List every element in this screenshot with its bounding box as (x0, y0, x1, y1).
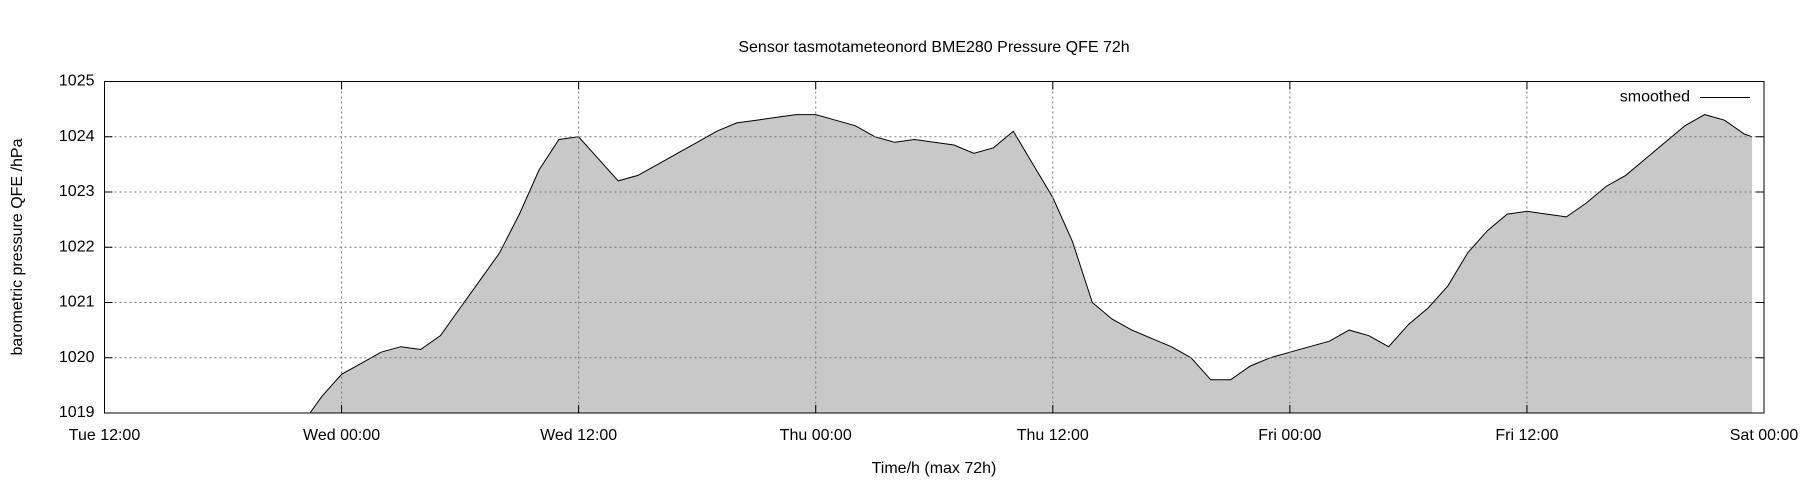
y-axis-label: barometric pressure QFE /hPa (9, 138, 26, 355)
plot-frame (104, 81, 1765, 414)
x-tick-label: Tue 12:00 (69, 427, 141, 444)
y-tick-label: 1020 (59, 349, 95, 366)
x-tick-label: Sat 00:00 (1730, 427, 1799, 444)
x-tick-label: Fri 12:00 (1495, 427, 1558, 444)
series-line (309, 114, 1753, 414)
y-tick-label: 1023 (59, 183, 95, 200)
y-tick-label: 1022 (59, 238, 95, 255)
x-tick-label: Wed 12:00 (540, 427, 617, 444)
x-tick-label: Thu 00:00 (780, 427, 852, 444)
y-tick-label: 1021 (59, 294, 95, 311)
chart-title: Sensor tasmotameteonord BME280 Pressure … (738, 39, 1129, 56)
x-tick-label: Wed 00:00 (303, 427, 380, 444)
y-tick-label: 1024 (59, 128, 95, 145)
y-tick-label: 1019 (59, 404, 95, 421)
x-axis-label: Time/h (max 72h) (872, 460, 997, 477)
x-tick-label: Thu 12:00 (1017, 427, 1089, 444)
area-fill (310, 114, 1753, 413)
x-tick-label: Fri 00:00 (1258, 427, 1321, 444)
legend-label: smoothed (1620, 89, 1690, 106)
y-tick-label: 1025 (59, 73, 95, 90)
